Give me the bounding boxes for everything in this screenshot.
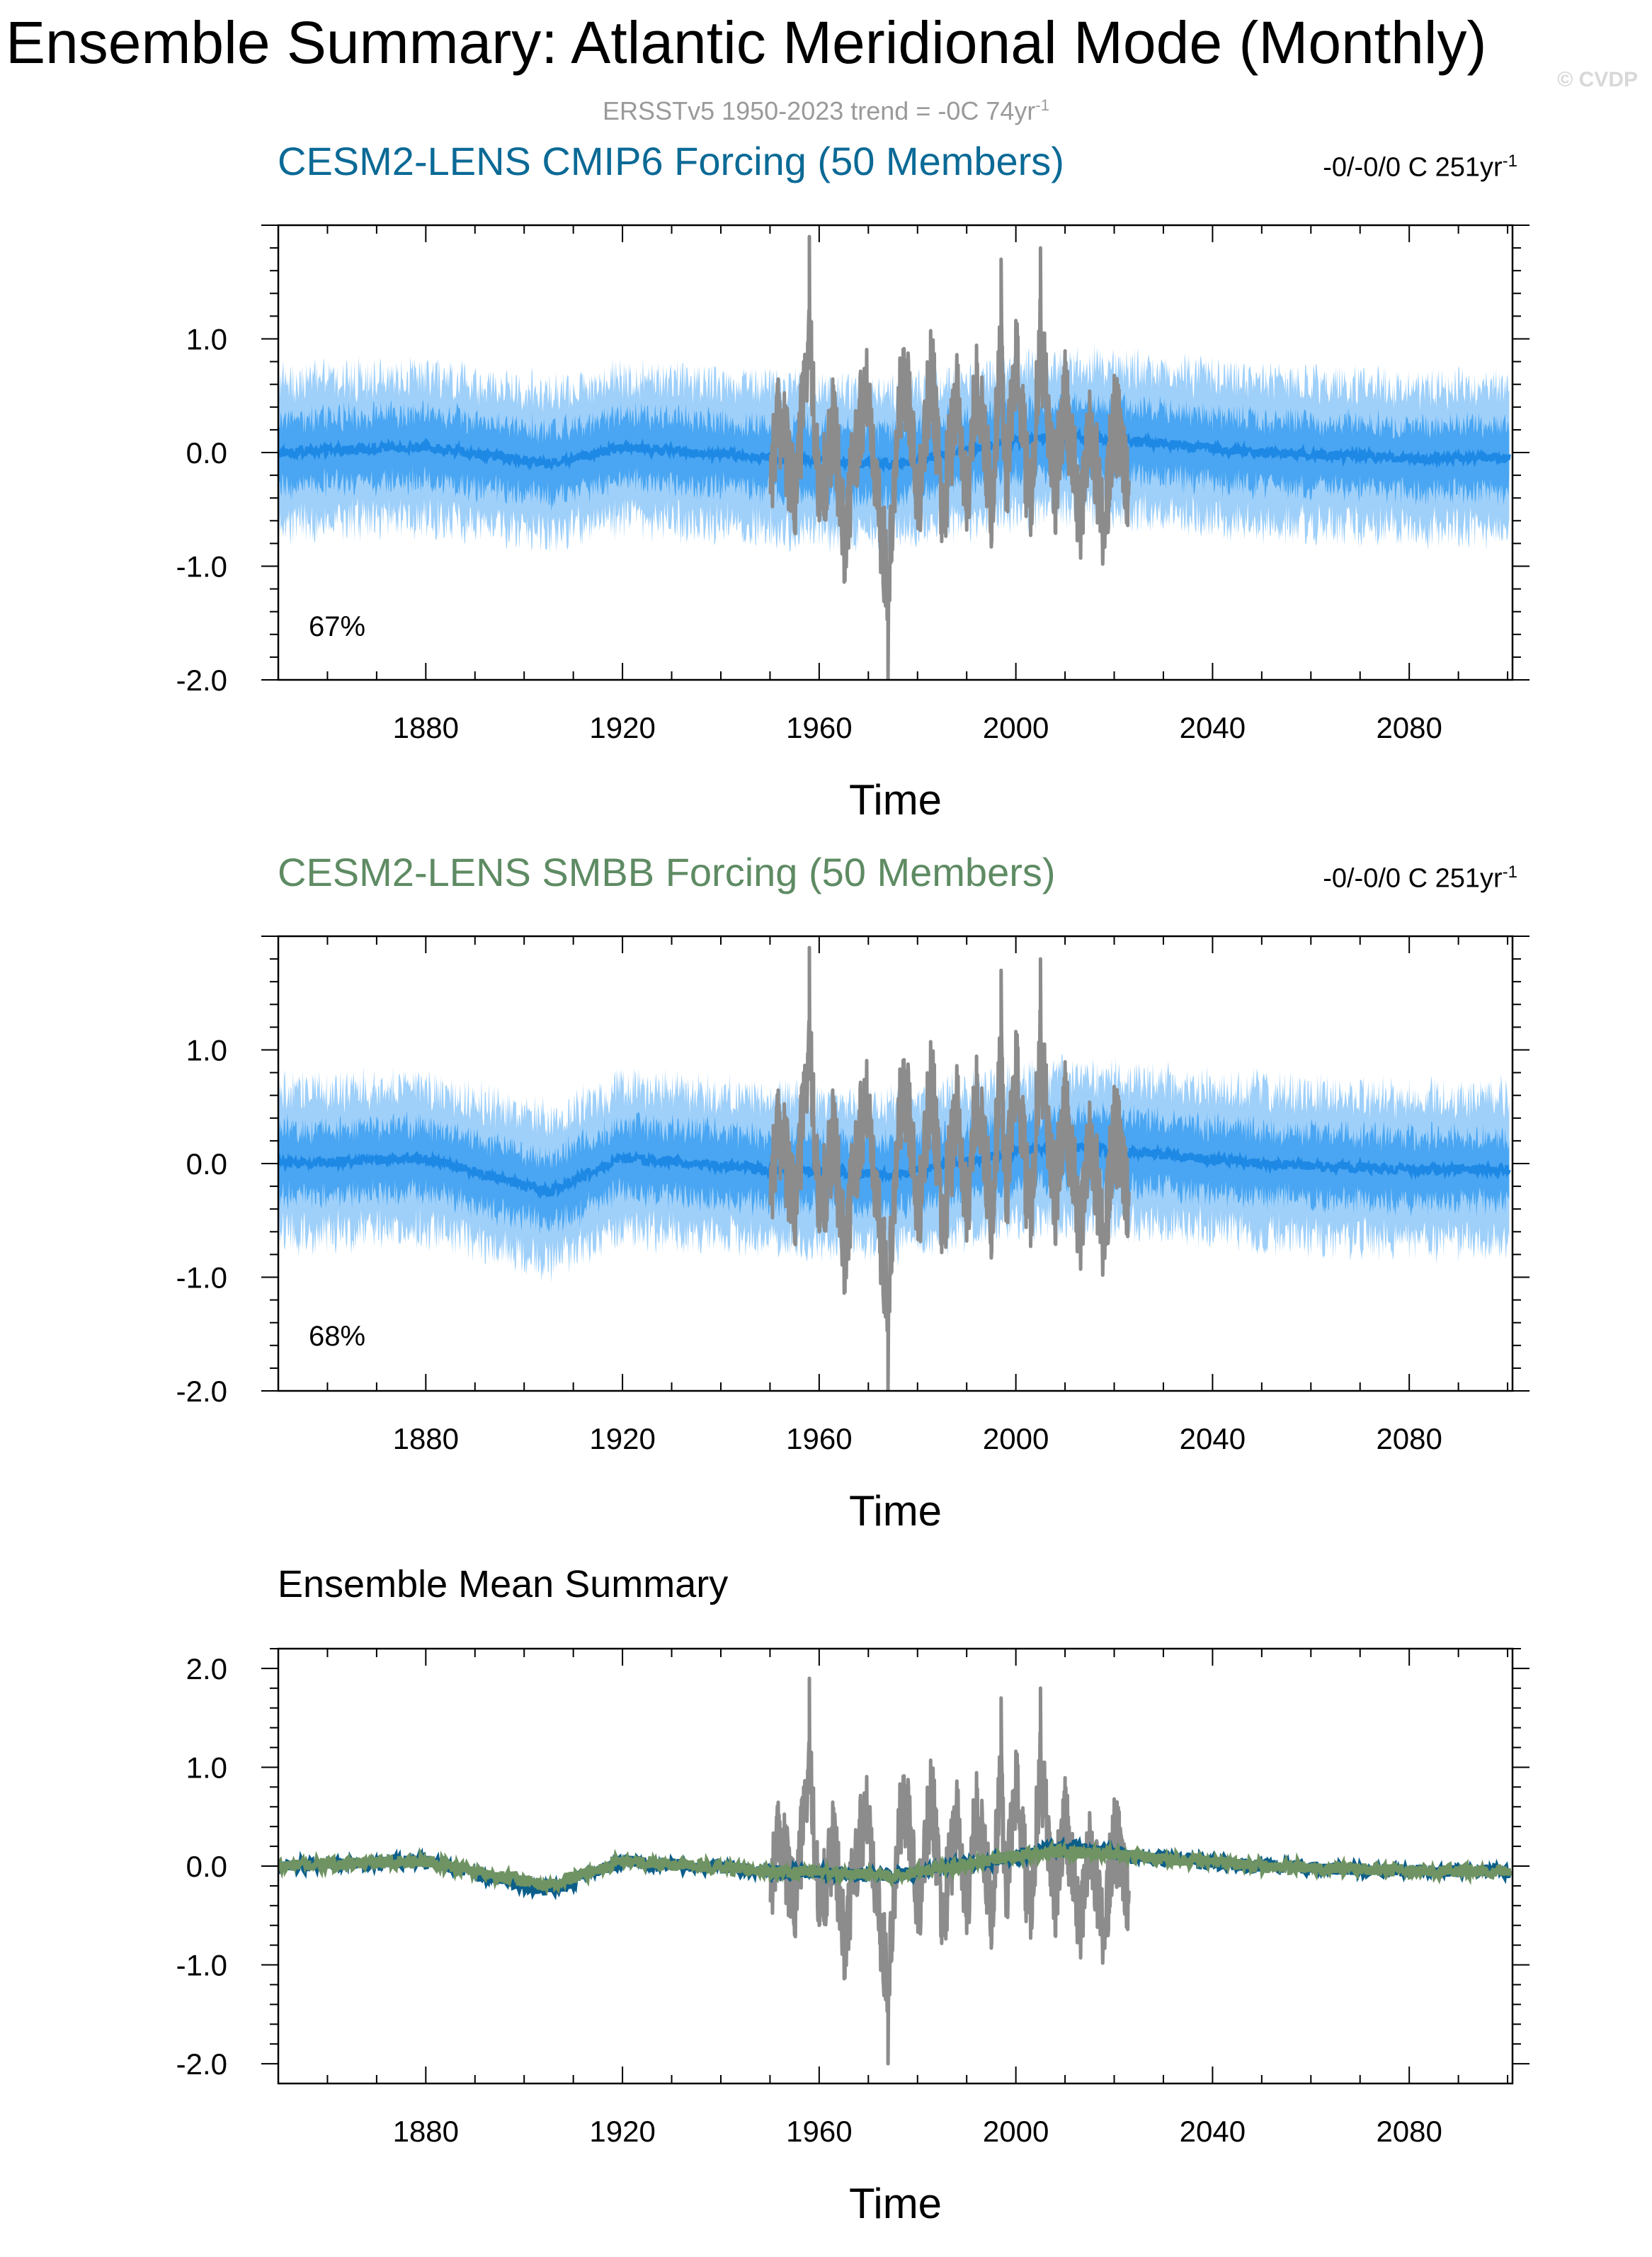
x-tick-label: 1880 <box>393 711 459 744</box>
x-tick-label: 1960 <box>786 1422 852 1455</box>
panel1-trend: -0/-0/0 C 251yr-1 <box>1323 153 1517 181</box>
figure-title: Ensemble Summary: Atlantic Meridional Mo… <box>6 9 1487 76</box>
y-tick-label: -2.0 <box>176 664 227 697</box>
x-tick-label: 2000 <box>983 1422 1049 1455</box>
y-tick-label: 2.0 <box>186 1652 227 1685</box>
x-tick-label: 2000 <box>983 2115 1049 2148</box>
y-tick-label: -2.0 <box>176 2047 227 2081</box>
x-tick-label: 2040 <box>1180 2115 1246 2148</box>
y-tick-label: -1.0 <box>176 1261 227 1295</box>
x-axis-title: Time <box>849 2180 942 2227</box>
obs-trend-subtitle: ERSSTv5 1950-2023 trend = -0C 74yr-1 <box>0 96 1652 126</box>
x-tick-label: 1880 <box>393 2115 459 2148</box>
watermark: © CVDP <box>1557 68 1638 91</box>
x-tick-label: 1960 <box>786 2115 852 2148</box>
obs-line-ersstv5 <box>768 1676 1131 2066</box>
percent-annotation: 67% <box>309 611 365 642</box>
y-tick-label: -1.0 <box>176 550 227 584</box>
ensemble-spread-inner <box>278 390 1510 513</box>
plot-area-1 <box>278 234 1511 680</box>
panel3-title: Ensemble Mean Summary <box>278 1563 729 1605</box>
y-tick-label: 0.0 <box>186 1147 227 1181</box>
obs-line-ersstv5 <box>768 945 1131 1391</box>
panel2-trend-sup: -1 <box>1502 863 1517 882</box>
y-tick-label: -2.0 <box>176 1375 227 1408</box>
panel-2: 1880 1920 1960 2000 2040 2080 -2.0 -1.0 0.0 1.0 Ti… <box>176 935 1529 1535</box>
y-tick-label: 1.0 <box>186 1034 227 1067</box>
obs-trend-sup: -1 <box>1035 96 1049 114</box>
panel1-trend-text: -0/-0/0 C 251yr <box>1323 152 1503 183</box>
ensemble-mean-smbb <box>278 1839 1512 1897</box>
y-tick-label: 0.0 <box>186 1850 227 1883</box>
obs-line-ersstv5 <box>768 234 1131 680</box>
x-tick-label: 2000 <box>983 711 1049 744</box>
plot-area-2 <box>278 945 1511 1391</box>
panel2-trend: -0/-0/0 C 251yr-1 <box>1323 864 1517 892</box>
y-tick-label: -1.0 <box>176 1949 227 1982</box>
obs-trend-text: ERSSTv5 1950-2023 trend = -0C 74yr <box>603 96 1036 125</box>
x-tick-label: 2080 <box>1376 2115 1442 2148</box>
x-tick-label: 2040 <box>1180 711 1246 744</box>
panel-1: 1880 1920 1960 2000 2040 2080 -2.0 -1.0 0.0 1.0 Ti… <box>176 224 1529 824</box>
x-tick-label: 1920 <box>589 711 655 744</box>
x-axis-title: Time <box>849 1487 942 1535</box>
x-tick-label: 2040 <box>1180 1422 1246 1455</box>
panel2-trend-text: -0/-0/0 C 251yr <box>1323 863 1503 894</box>
x-tick-label: 2080 <box>1376 1422 1442 1455</box>
percent-annotation: 68% <box>309 1321 365 1352</box>
panel2-title: CESM2-LENS SMBB Forcing (50 Members) <box>278 850 1056 894</box>
x-tick-label: 1880 <box>393 1422 459 1455</box>
y-tick-label: 0.0 <box>186 436 227 470</box>
x-tick-label: 1960 <box>786 711 852 744</box>
x-tick-label: 1920 <box>589 2115 655 2148</box>
panel1-title: CESM2-LENS CMIP6 Forcing (50 Members) <box>278 139 1064 183</box>
plot-area-3 <box>278 1676 1512 2066</box>
x-tick-label: 2080 <box>1376 711 1442 744</box>
y-tick-label: 1.0 <box>186 323 227 356</box>
panel-3: 1880 1920 1960 2000 2040 2080 -2.0 -1.0 0.0 1.0 2.… <box>176 1647 1529 2227</box>
y-tick-label: 1.0 <box>186 1751 227 1784</box>
x-axis-title: Time <box>849 776 942 824</box>
x-tick-label: 1920 <box>589 1422 655 1455</box>
panel1-trend-sup: -1 <box>1502 152 1517 171</box>
